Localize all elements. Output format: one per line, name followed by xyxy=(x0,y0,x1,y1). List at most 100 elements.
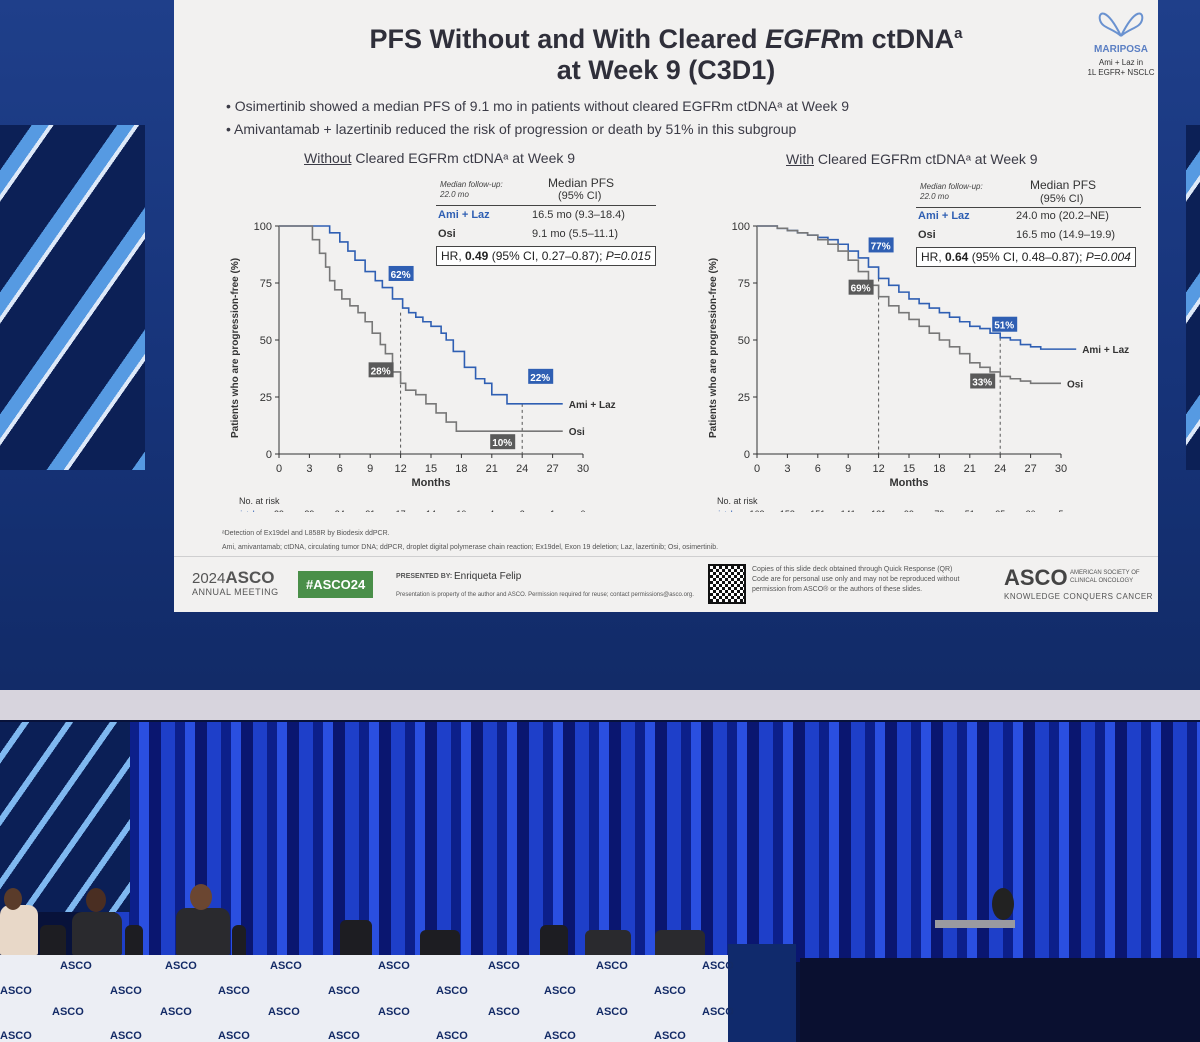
asco-society-2: CLINICAL ONCOLOGY xyxy=(1070,578,1134,584)
dais-asco-logo: ASCO xyxy=(110,985,142,997)
right-row-arm: Ami + Laz xyxy=(918,210,970,222)
y-tick-label: 100 xyxy=(732,221,750,233)
chair xyxy=(585,930,631,955)
dais-banner xyxy=(0,955,735,1042)
risk-count: 10 xyxy=(456,509,466,512)
dais-asco-logo: ASCO xyxy=(0,1030,32,1042)
risk-count: 1 xyxy=(550,509,555,512)
x-axis-label: Months xyxy=(889,477,928,489)
right-followup-value: 22.0 mo xyxy=(920,192,949,201)
series-label: Osi xyxy=(1067,379,1083,390)
qr-text-1: Copies of this slide deck obtained throu… xyxy=(752,566,953,573)
blue-curtain xyxy=(115,722,1200,962)
footer-annual: ANNUAL MEETING xyxy=(192,587,279,597)
y-tick-label: 50 xyxy=(260,335,272,347)
dais-asco-logo: ASCO xyxy=(110,1030,142,1042)
title-text-1: PFS Without and With Cleared xyxy=(369,24,766,54)
left-col-header: Median PFS xyxy=(548,176,615,190)
y-tick-label: 25 xyxy=(260,392,272,404)
left-subtitle: Without Cleared EGFRm ctDNAᵃ at Week 9 xyxy=(304,150,576,166)
dais-asco-logo: ASCO xyxy=(488,960,520,972)
dais-asco-logo: ASCO xyxy=(702,1006,734,1018)
dais-asco-logo: ASCO xyxy=(52,1006,84,1018)
series-label: Osi xyxy=(569,427,585,438)
dais-asco-logo: ASCO xyxy=(436,985,468,997)
lectern-object xyxy=(992,888,1014,920)
x-tick-label: 24 xyxy=(516,463,528,475)
dais-asco-logo: ASCO xyxy=(0,985,32,997)
chair xyxy=(540,925,568,955)
risk-count: 29 xyxy=(274,509,284,512)
risk-count: 4 xyxy=(489,509,494,512)
annotation-box xyxy=(528,368,554,384)
footer-logo: 2024ASCO xyxy=(192,568,275,587)
x-tick-label: 15 xyxy=(903,463,915,475)
annotation-box xyxy=(848,279,874,295)
risk-arm-label: Ami + Laz xyxy=(712,509,745,512)
risk-count: 29 xyxy=(304,509,314,512)
y-tick-label: 50 xyxy=(738,335,750,347)
x-tick-label: 30 xyxy=(577,463,589,475)
x-tick-label: 27 xyxy=(1024,463,1036,475)
left-followup-value: 22.0 mo xyxy=(440,190,469,199)
dais-asco-logo: ASCO xyxy=(268,1006,300,1018)
chair xyxy=(40,925,66,955)
panelist-head xyxy=(4,888,22,910)
right-col-header-ci: (95% CI) xyxy=(1040,193,1084,205)
x-tick-label: 21 xyxy=(964,463,976,475)
mariposa-line2: 1L EGFR+ NSCLC xyxy=(1087,68,1155,77)
mariposa-line1: Ami + Laz in xyxy=(1098,58,1144,67)
ceiling-band xyxy=(0,690,1200,720)
y-tick-label: 0 xyxy=(744,449,750,461)
slide-title: PFS Without and With Cleared EGFRm ctDNA… xyxy=(174,18,1158,55)
dais-asco-logo: ASCO xyxy=(544,985,576,997)
left-row-arm: Osi xyxy=(438,228,456,240)
risk-count: 151 xyxy=(810,509,825,512)
panelist xyxy=(176,908,230,955)
dais-asco-logo: ASCO xyxy=(328,985,360,997)
qr-text-3: permission from ASCO® or the authors of … xyxy=(752,586,923,593)
dais-asco-logo: ASCO xyxy=(218,1030,250,1042)
panelist xyxy=(72,912,122,955)
x-tick-label: 24 xyxy=(994,463,1006,475)
series-label: Ami + Laz xyxy=(569,400,616,411)
risk-count: 141 xyxy=(841,509,856,512)
chair xyxy=(655,930,705,955)
y-tick-label: 75 xyxy=(260,278,272,290)
left-followup-label: Median follow-up: xyxy=(440,180,503,189)
y-tick-label: 100 xyxy=(254,221,272,233)
right-side-screen xyxy=(1186,125,1200,470)
title-sup: a xyxy=(954,25,963,42)
dais-asco-logo: ASCO xyxy=(160,1006,192,1018)
slide-title-line2: at Week 9 (C3D1) xyxy=(556,55,776,85)
x-tick-label: 18 xyxy=(933,463,945,475)
footer-rule xyxy=(174,556,1158,557)
annotation-label: 22% xyxy=(530,373,550,384)
dais-asco-logo: ASCO xyxy=(328,1030,360,1042)
x-tick-label: 27 xyxy=(546,463,558,475)
annotation-box xyxy=(992,316,1018,332)
annotation-box xyxy=(970,373,996,389)
x-tick-label: 0 xyxy=(754,463,760,475)
dais-asco-logo: ASCO xyxy=(702,960,734,972)
right-subtitle: With Cleared EGFRm ctDNAᵃ at Week 9 xyxy=(786,151,1038,167)
podium xyxy=(728,944,796,1042)
footnote-1: ᵃDetection of Ex19del and L858R by Biode… xyxy=(222,530,390,537)
bullet-2: • Amivantamab + lazertinib reduced the r… xyxy=(226,121,797,137)
left-col-header-ci: (95% CI) xyxy=(558,190,602,202)
dais-asco-logo: ASCO xyxy=(270,960,302,972)
footer-property: Presentation is property of the author a… xyxy=(396,592,694,598)
right-table-rule xyxy=(916,207,1141,208)
qr-text-2: Code are for personal use only and may n… xyxy=(752,576,960,583)
x-tick-label: 3 xyxy=(784,463,790,475)
panelist xyxy=(0,905,38,955)
qr-code-icon xyxy=(708,564,746,604)
risk-count: 24 xyxy=(335,509,345,512)
right-row-value: 24.0 mo (20.2–NE) xyxy=(1016,210,1109,222)
x-tick-label: 12 xyxy=(394,463,406,475)
km-curve-ami-laz xyxy=(279,225,563,405)
x-axis-label: Months xyxy=(411,477,450,489)
risk-count: 14 xyxy=(426,509,436,512)
risk-count: 2 xyxy=(520,509,525,512)
